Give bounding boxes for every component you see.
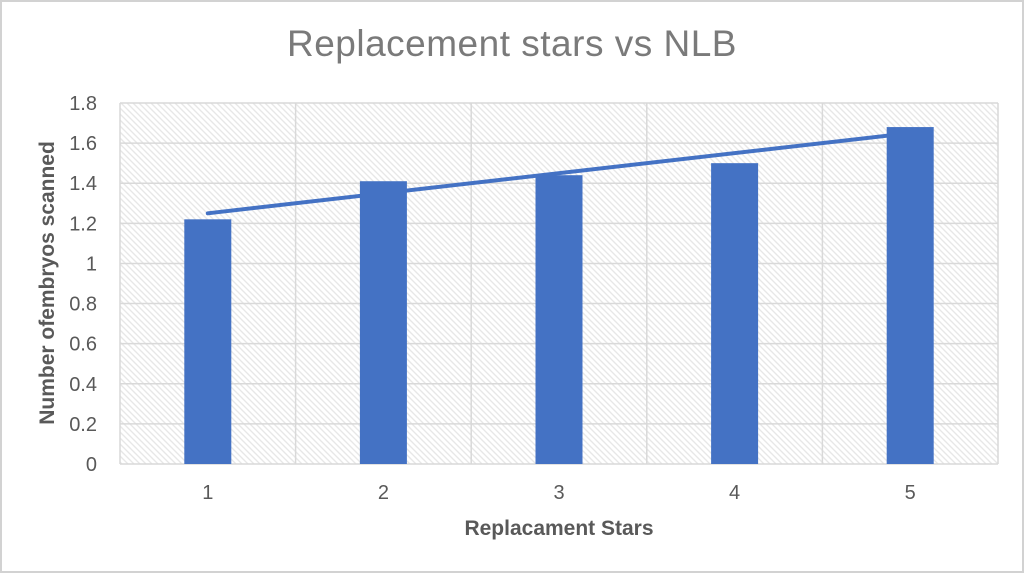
bar-category-3 — [535, 175, 583, 464]
x-axis-title: Replacament Stars — [464, 517, 654, 540]
y-tick-label: 1.4 — [69, 173, 97, 195]
y-tick-label: 1.8 — [69, 93, 97, 115]
bar-category-4 — [711, 163, 759, 464]
x-tick-label: 5 — [905, 482, 916, 504]
chart-title: Replacement stars vs NLB — [286, 23, 737, 64]
y-tick-label: 0 — [86, 454, 97, 476]
bar-category-5 — [886, 127, 934, 465]
x-tick-label: 3 — [553, 482, 564, 504]
y-tick-label: 0.6 — [69, 334, 97, 356]
y-tick-label: 0.8 — [69, 294, 97, 316]
x-tick-label: 4 — [729, 482, 740, 504]
bar-category-2 — [359, 181, 407, 464]
y-tick-label: 0.4 — [69, 374, 97, 396]
x-tick-label: 2 — [378, 482, 389, 504]
y-tick-label: 1 — [86, 253, 97, 275]
x-tick-label: 1 — [202, 482, 213, 504]
y-tick-label: 1.6 — [69, 133, 97, 155]
trendline — [205, 131, 913, 216]
y-tick-label: 1.2 — [69, 213, 97, 235]
bar-category-1 — [184, 219, 232, 464]
y-tick-label: 0.2 — [69, 414, 97, 436]
